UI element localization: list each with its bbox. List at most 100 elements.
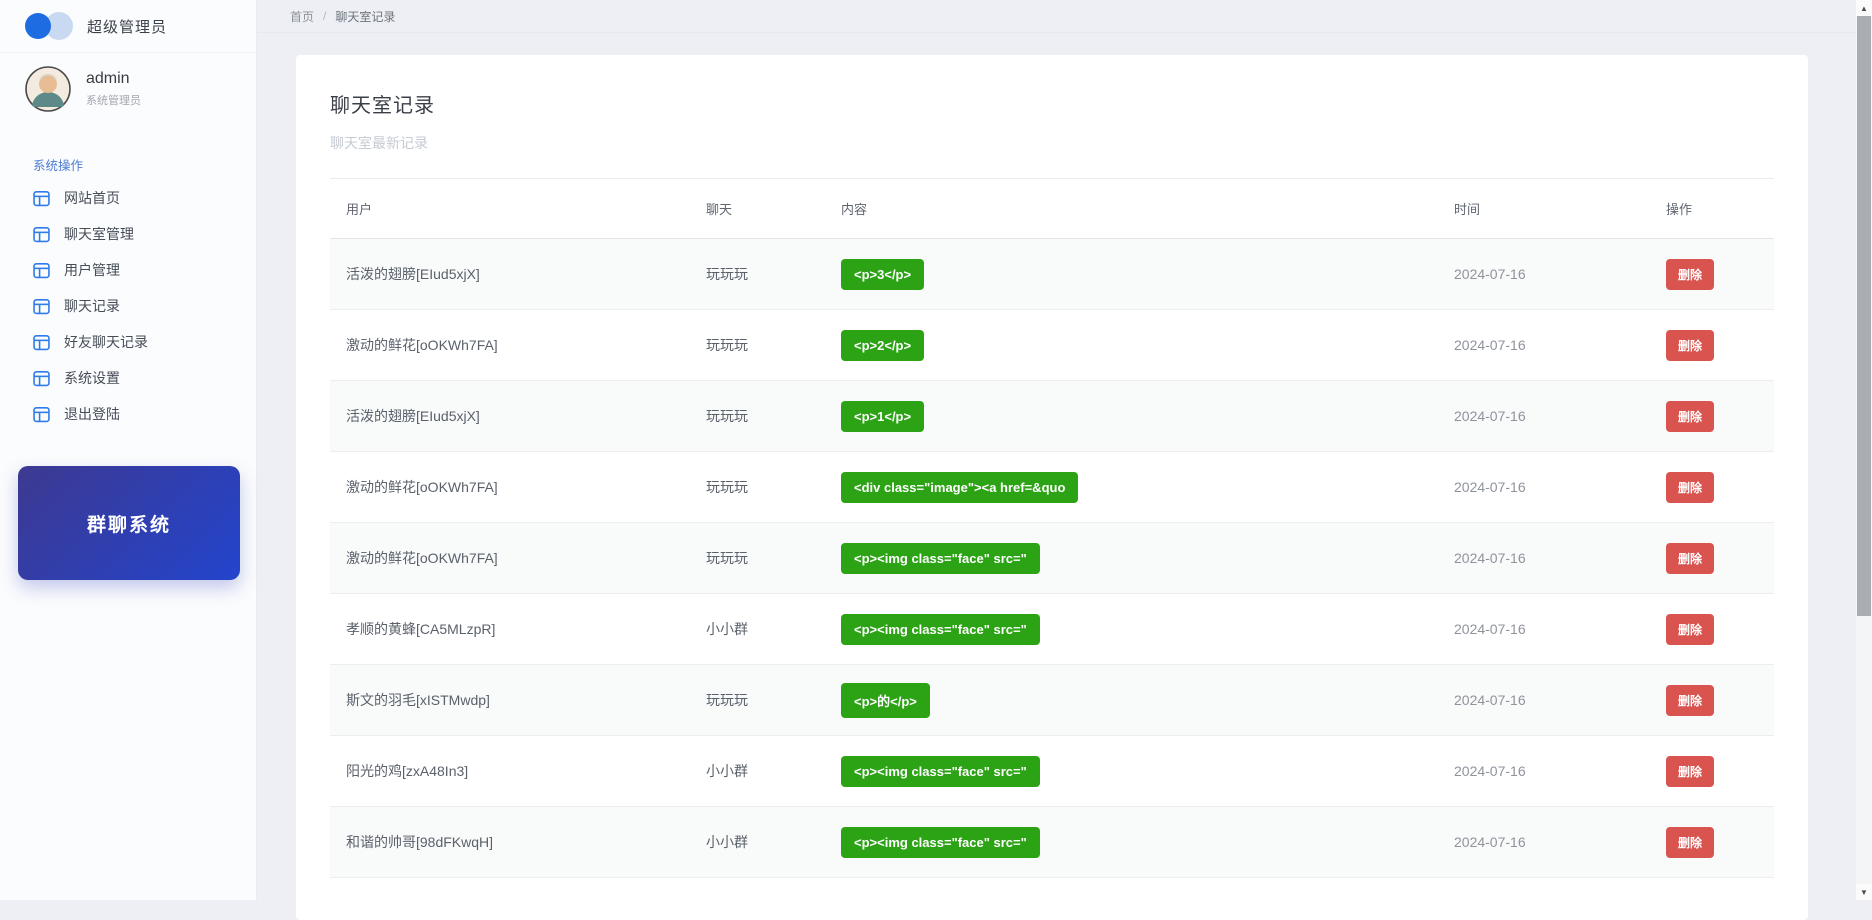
layout-icon: [33, 190, 50, 207]
sidebar-menu-item[interactable]: 网站首页: [0, 180, 256, 216]
breadcrumb-current: 聊天室记录: [335, 8, 395, 25]
row-actions: 删除: [1650, 472, 1774, 503]
content-badge: <p>1</p>: [841, 401, 924, 432]
content-badge: <p><img class="face" src=": [841, 614, 1040, 645]
sidebar-menu-item[interactable]: 用户管理: [0, 252, 256, 288]
layout-icon: [33, 262, 50, 279]
sidebar-menu-item-label: 网站首页: [64, 188, 120, 208]
row-time: 2024-07-16: [1438, 266, 1650, 282]
main-area: 首页 / 聊天室记录 聊天室记录 聊天室最新记录 用户 聊天 内容 时间 操作 …: [257, 0, 1872, 900]
table-row: 活泼的翅膀[EIud5xjX] 玩玩玩 <p>3</p> 2024-07-16 …: [330, 239, 1774, 310]
delete-button[interactable]: 删除: [1666, 330, 1714, 361]
row-user: 孝顺的黄蜂[CA5MLzpR]: [330, 619, 690, 639]
row-content: <p>3</p>: [825, 259, 1438, 290]
sidebar-menu-item[interactable]: 系统设置: [0, 360, 256, 396]
row-user: 和谐的帅哥[98dFKwqH]: [330, 832, 690, 852]
delete-button[interactable]: 删除: [1666, 756, 1714, 787]
brand-title: 超级管理员: [87, 16, 167, 37]
table-row: 和谐的帅哥[98dFKwqH] 小小群 <p><img class="face"…: [330, 807, 1774, 878]
sidebar-menu-item[interactable]: 聊天记录: [0, 288, 256, 324]
content-badge: <p><img class="face" src=": [841, 827, 1040, 858]
sidebar-menu-item-label: 系统设置: [64, 368, 120, 388]
delete-button[interactable]: 删除: [1666, 401, 1714, 432]
row-time: 2024-07-16: [1438, 408, 1650, 424]
delete-button[interactable]: 删除: [1666, 472, 1714, 503]
content-badge: <p>2</p>: [841, 330, 924, 361]
table-row: 活泼的翅膀[EIud5xjX] 玩玩玩 <p>1</p> 2024-07-16 …: [330, 381, 1774, 452]
sidebar-menu-item-label: 聊天记录: [64, 296, 120, 316]
row-time: 2024-07-16: [1438, 337, 1650, 353]
scroll-up-icon[interactable]: ▲: [1856, 0, 1872, 16]
row-user: 激动的鲜花[oOKWh7FA]: [330, 477, 690, 497]
row-time: 2024-07-16: [1438, 763, 1650, 779]
row-time: 2024-07-16: [1438, 479, 1650, 495]
breadcrumb-separator: /: [323, 9, 326, 23]
row-user: 阳光的鸡[zxA48In3]: [330, 761, 690, 781]
sidebar-menu-item-label: 用户管理: [64, 260, 120, 280]
layout-icon: [33, 226, 50, 243]
row-user: 活泼的翅膀[EIud5xjX]: [330, 406, 690, 426]
row-time: 2024-07-16: [1438, 621, 1650, 637]
row-room: 小小群: [690, 832, 825, 852]
delete-button[interactable]: 删除: [1666, 543, 1714, 574]
row-content: <p>的</p>: [825, 683, 1438, 718]
records-table: 用户 聊天 内容 时间 操作 活泼的翅膀[EIud5xjX] 玩玩玩 <p>3<…: [330, 178, 1774, 878]
row-time: 2024-07-16: [1438, 692, 1650, 708]
delete-button[interactable]: 删除: [1666, 614, 1714, 645]
row-room: 玩玩玩: [690, 264, 825, 284]
row-time: 2024-07-16: [1438, 550, 1650, 566]
row-actions: 删除: [1650, 401, 1774, 432]
table-row: 激动的鲜花[oOKWh7FA] 玩玩玩 <p><img class="face"…: [330, 523, 1774, 594]
table-row: 孝顺的黄蜂[CA5MLzpR] 小小群 <p><img class="face"…: [330, 594, 1774, 665]
table-header-row: 用户 聊天 内容 时间 操作: [330, 179, 1774, 239]
row-content: <div class="image"><a href=&quo: [825, 472, 1438, 503]
system-name-card[interactable]: 群聊系统: [18, 466, 240, 580]
delete-button[interactable]: 删除: [1666, 685, 1714, 716]
row-content: <p><img class="face" src=": [825, 614, 1438, 645]
row-room: 玩玩玩: [690, 335, 825, 355]
delete-button[interactable]: 删除: [1666, 827, 1714, 858]
content-badge: <p><img class="face" src=": [841, 756, 1040, 787]
breadcrumb-home-link[interactable]: 首页: [290, 8, 314, 25]
table-row: 激动的鲜花[oOKWh7FA] 玩玩玩 <p>2</p> 2024-07-16 …: [330, 310, 1774, 381]
row-room: 小小群: [690, 619, 825, 639]
vertical-scrollbar[interactable]: ▲ ▼: [1856, 0, 1872, 900]
row-room: 小小群: [690, 761, 825, 781]
row-actions: 删除: [1650, 827, 1774, 858]
sidebar-menu-item[interactable]: 退出登陆: [0, 396, 256, 432]
table-row: 激动的鲜花[oOKWh7FA] 玩玩玩 <div class="image"><…: [330, 452, 1774, 523]
col-header-time: 时间: [1438, 199, 1650, 218]
layout-icon: [33, 370, 50, 387]
sidebar-menu-item[interactable]: 好友聊天记录: [0, 324, 256, 360]
table-body: 活泼的翅膀[EIud5xjX] 玩玩玩 <p>3</p> 2024-07-16 …: [330, 239, 1774, 878]
sidebar-menu-item-label: 好友聊天记录: [64, 332, 148, 352]
content-badge: <div class="image"><a href=&quo: [841, 472, 1078, 503]
brand-header: 超级管理员: [0, 0, 256, 53]
row-actions: 删除: [1650, 543, 1774, 574]
row-content: <p>2</p>: [825, 330, 1438, 361]
col-header-content: 内容: [825, 199, 1438, 218]
page-subtitle: 聊天室最新记录: [330, 133, 1774, 153]
layout-icon: [33, 334, 50, 351]
records-card: 聊天室记录 聊天室最新记录 用户 聊天 内容 时间 操作 活泼的翅膀[EIud5…: [296, 55, 1808, 920]
row-content: <p><img class="face" src=": [825, 827, 1438, 858]
sidebar-menu-item[interactable]: 聊天室管理: [0, 216, 256, 252]
scroll-down-icon[interactable]: ▼: [1856, 884, 1872, 900]
sidebar-menu-item-label: 聊天室管理: [64, 224, 134, 244]
layout-icon: [33, 406, 50, 423]
row-content: <p><img class="face" src=": [825, 756, 1438, 787]
row-content: <p>1</p>: [825, 401, 1438, 432]
sidebar-menu-item-label: 退出登陆: [64, 404, 120, 424]
profile-block: admin 系统管理员: [0, 53, 256, 125]
row-actions: 删除: [1650, 685, 1774, 716]
col-header-user: 用户: [330, 199, 690, 218]
row-time: 2024-07-16: [1438, 834, 1650, 850]
row-room: 玩玩玩: [690, 690, 825, 710]
system-name: 群聊系统: [87, 510, 171, 537]
brand-logo-icon: [25, 11, 73, 41]
scrollbar-thumb[interactable]: [1857, 16, 1871, 616]
profile-role: 系统管理员: [86, 92, 141, 108]
profile-username: admin: [86, 70, 141, 88]
content-badge: <p><img class="face" src=": [841, 543, 1040, 574]
delete-button[interactable]: 删除: [1666, 259, 1714, 290]
